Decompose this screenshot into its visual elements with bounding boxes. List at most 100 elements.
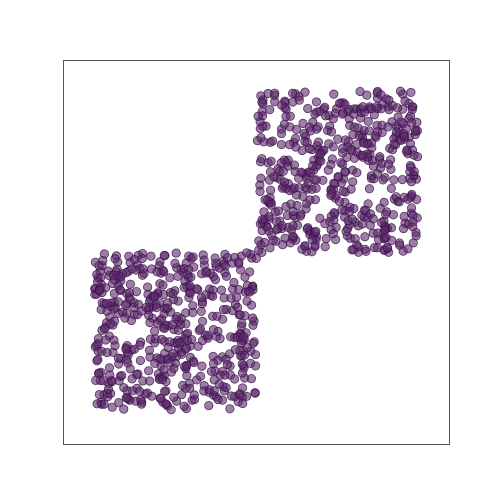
scatter-point	[409, 166, 419, 177]
scatter-point	[204, 400, 214, 411]
scatter-point	[376, 90, 386, 100]
scatter-point	[338, 148, 348, 158]
scatter-point	[193, 341, 203, 352]
scatter-point	[337, 205, 347, 215]
scatter-point	[197, 316, 208, 326]
scatter-point	[235, 310, 245, 320]
scatter-point	[242, 248, 252, 258]
scatter-point	[399, 211, 409, 222]
scatter-point	[232, 292, 242, 302]
scatter-point	[107, 402, 117, 412]
scatter-point	[253, 111, 263, 121]
scatter-point	[220, 370, 230, 380]
scatter-point	[221, 271, 232, 281]
scatter-point	[307, 235, 317, 245]
scatter-point	[303, 178, 313, 188]
scatter-point	[105, 370, 115, 380]
scatter-point	[255, 186, 265, 196]
scatter-point	[163, 342, 173, 353]
scatter-point	[117, 370, 127, 381]
scatter-point	[245, 267, 255, 277]
scatter-point	[294, 183, 304, 193]
scatter-point	[281, 202, 291, 212]
scatter-point	[268, 235, 278, 245]
scatter-point	[294, 95, 304, 105]
scatter-point	[245, 287, 255, 297]
scatter-point	[340, 167, 350, 177]
scatter-point	[257, 97, 267, 107]
scatter-point	[348, 177, 358, 187]
scatter-point	[409, 150, 419, 160]
scatter-point	[395, 86, 406, 96]
scatter-point	[410, 125, 421, 135]
scatter-point	[277, 221, 287, 231]
scatter-point	[280, 177, 290, 187]
points-layer	[90, 86, 423, 415]
scatter-point	[196, 306, 206, 317]
scatter-point	[137, 253, 147, 264]
scatter-point	[250, 388, 260, 398]
scatter-point	[102, 298, 112, 309]
scatter-point	[369, 242, 379, 253]
scatter-point	[149, 292, 159, 302]
scatter-point	[157, 334, 167, 344]
scatter-point	[326, 127, 337, 137]
scatter-point	[376, 217, 387, 228]
scatter-point	[196, 293, 207, 303]
scatter-point	[175, 338, 185, 348]
scatter-point	[159, 250, 169, 261]
scatter-point	[341, 226, 351, 237]
scatter-point	[94, 389, 105, 400]
scatter-point	[392, 103, 403, 113]
scatter-point	[248, 313, 258, 323]
scatter-point	[321, 234, 331, 244]
scatter-point	[360, 232, 370, 242]
scatter-point	[368, 161, 379, 171]
scatter-point	[278, 166, 288, 176]
scatter-point	[199, 255, 209, 265]
scatter-point	[256, 133, 266, 143]
scatter-point	[218, 305, 229, 315]
scatter-point	[113, 353, 123, 363]
scatter-point	[290, 133, 301, 144]
scatter-point	[381, 209, 391, 219]
scatter-point	[311, 175, 321, 185]
scatter-point	[115, 285, 125, 295]
scatter-point	[362, 90, 372, 100]
scatter-point	[246, 373, 256, 384]
scatter-point	[147, 391, 157, 401]
scatter-point	[237, 368, 248, 378]
scatter-point	[311, 226, 321, 236]
scatter-point	[138, 264, 148, 274]
scatter-point	[147, 264, 157, 274]
scatter-point	[158, 280, 168, 290]
scatter-point	[378, 175, 388, 185]
scatter-point	[145, 334, 156, 344]
scatter-point	[144, 366, 154, 376]
scatter-point	[389, 139, 399, 149]
scatter-point	[125, 364, 135, 374]
scatter-point	[383, 122, 393, 132]
scatter-point	[159, 386, 170, 397]
scatter-point	[315, 149, 325, 159]
scatter-point	[144, 345, 155, 356]
scatter-point	[143, 282, 153, 292]
scatter-point	[334, 197, 345, 207]
scatter-point	[242, 343, 252, 353]
scatter-point	[237, 318, 247, 328]
scatter-point	[326, 211, 336, 221]
scatter-point	[276, 128, 287, 139]
scatter-point	[212, 311, 222, 321]
scatter-point	[135, 386, 145, 397]
scatter-point	[171, 248, 181, 258]
scatter-point	[182, 269, 192, 280]
scatter-point	[364, 126, 374, 136]
scatter-point	[91, 375, 101, 385]
scatter-point	[173, 325, 183, 335]
scatter-point	[185, 383, 195, 393]
scatter-point	[288, 231, 298, 241]
scatter-point	[210, 274, 221, 285]
scatter-point	[211, 258, 221, 268]
scatter-point	[95, 285, 105, 295]
